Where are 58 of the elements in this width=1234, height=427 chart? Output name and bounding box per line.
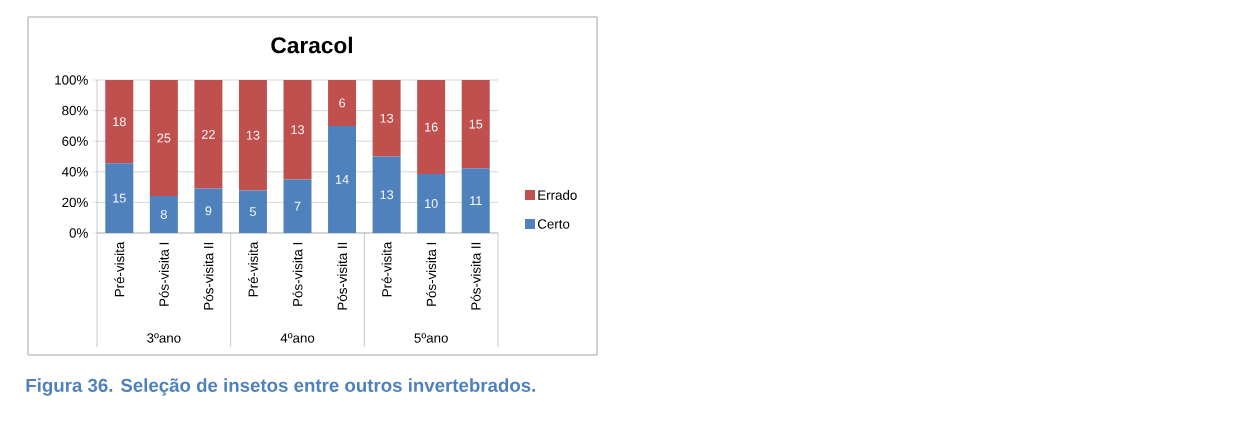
bar — [149, 79, 178, 196]
x-tick-label: Pós-visita II — [203, 242, 214, 310]
bar — [149, 195, 178, 233]
bar — [105, 79, 134, 164]
bar — [105, 163, 134, 233]
legend-label: Certo — [537, 219, 570, 229]
x-tick-label: Pós-visita I — [426, 242, 437, 306]
legend-label: Errado — [538, 190, 577, 200]
annotation: 6 — [339, 98, 346, 108]
annotation: 13 — [380, 113, 394, 123]
text: Figura 36. Seleção de insetos entre outros invertebrados. — [26, 378, 536, 396]
x-tick-label: Pré-visita — [381, 241, 392, 297]
y-tick-label: 40% — [61, 167, 88, 177]
annotation: 8 — [160, 209, 167, 219]
bar — [461, 79, 490, 169]
x-tick-label: Pós-visita II — [337, 242, 348, 310]
bar — [194, 79, 223, 189]
bar — [372, 79, 401, 157]
annotation: 14 — [335, 175, 349, 184]
bar — [328, 79, 357, 126]
x-tick-label: Pós-visita I — [158, 242, 169, 306]
annotation: 13 — [291, 125, 304, 135]
y-tick-label: 100% — [55, 75, 88, 85]
annotation: 18 — [113, 117, 126, 127]
text: 3ºano — [147, 333, 181, 343]
annotation: 5 — [249, 207, 256, 217]
annotation: 10 — [425, 199, 438, 209]
annotation: 9 — [205, 206, 212, 216]
bar — [372, 156, 401, 233]
annotation: 13 — [380, 190, 394, 200]
annotation: 15 — [469, 119, 483, 129]
text: 4ºano — [280, 333, 315, 343]
bar — [283, 179, 312, 233]
bar — [238, 79, 267, 191]
bar — [328, 125, 357, 233]
text: 5ºano — [414, 333, 448, 343]
bar — [194, 188, 223, 233]
chart-title: Caracol — [271, 36, 352, 54]
annotation: 16 — [425, 122, 438, 132]
bar — [417, 79, 446, 175]
x-tick-label: Pós-visita I — [292, 242, 303, 306]
annotation: 22 — [201, 129, 215, 139]
bar — [238, 190, 267, 233]
y-tick-label: 60% — [62, 136, 88, 146]
annotation: 11 — [470, 196, 482, 205]
bar — [283, 79, 312, 180]
annotation: 25 — [157, 133, 171, 143]
x-tick-label: Pós-visita II — [470, 242, 481, 310]
annotation: 15 — [113, 193, 126, 203]
bar — [461, 168, 490, 233]
y-tick-label: 80% — [62, 105, 88, 116]
x-tick-label: Pré-visita — [247, 241, 258, 297]
x-tick-label: Pré-visita — [114, 241, 125, 297]
annotation: 7 — [294, 201, 301, 211]
y-tick-label: 20% — [62, 197, 88, 208]
y-tick-label: 0% — [69, 228, 88, 238]
annotation: 13 — [246, 130, 260, 140]
bar — [417, 174, 446, 233]
